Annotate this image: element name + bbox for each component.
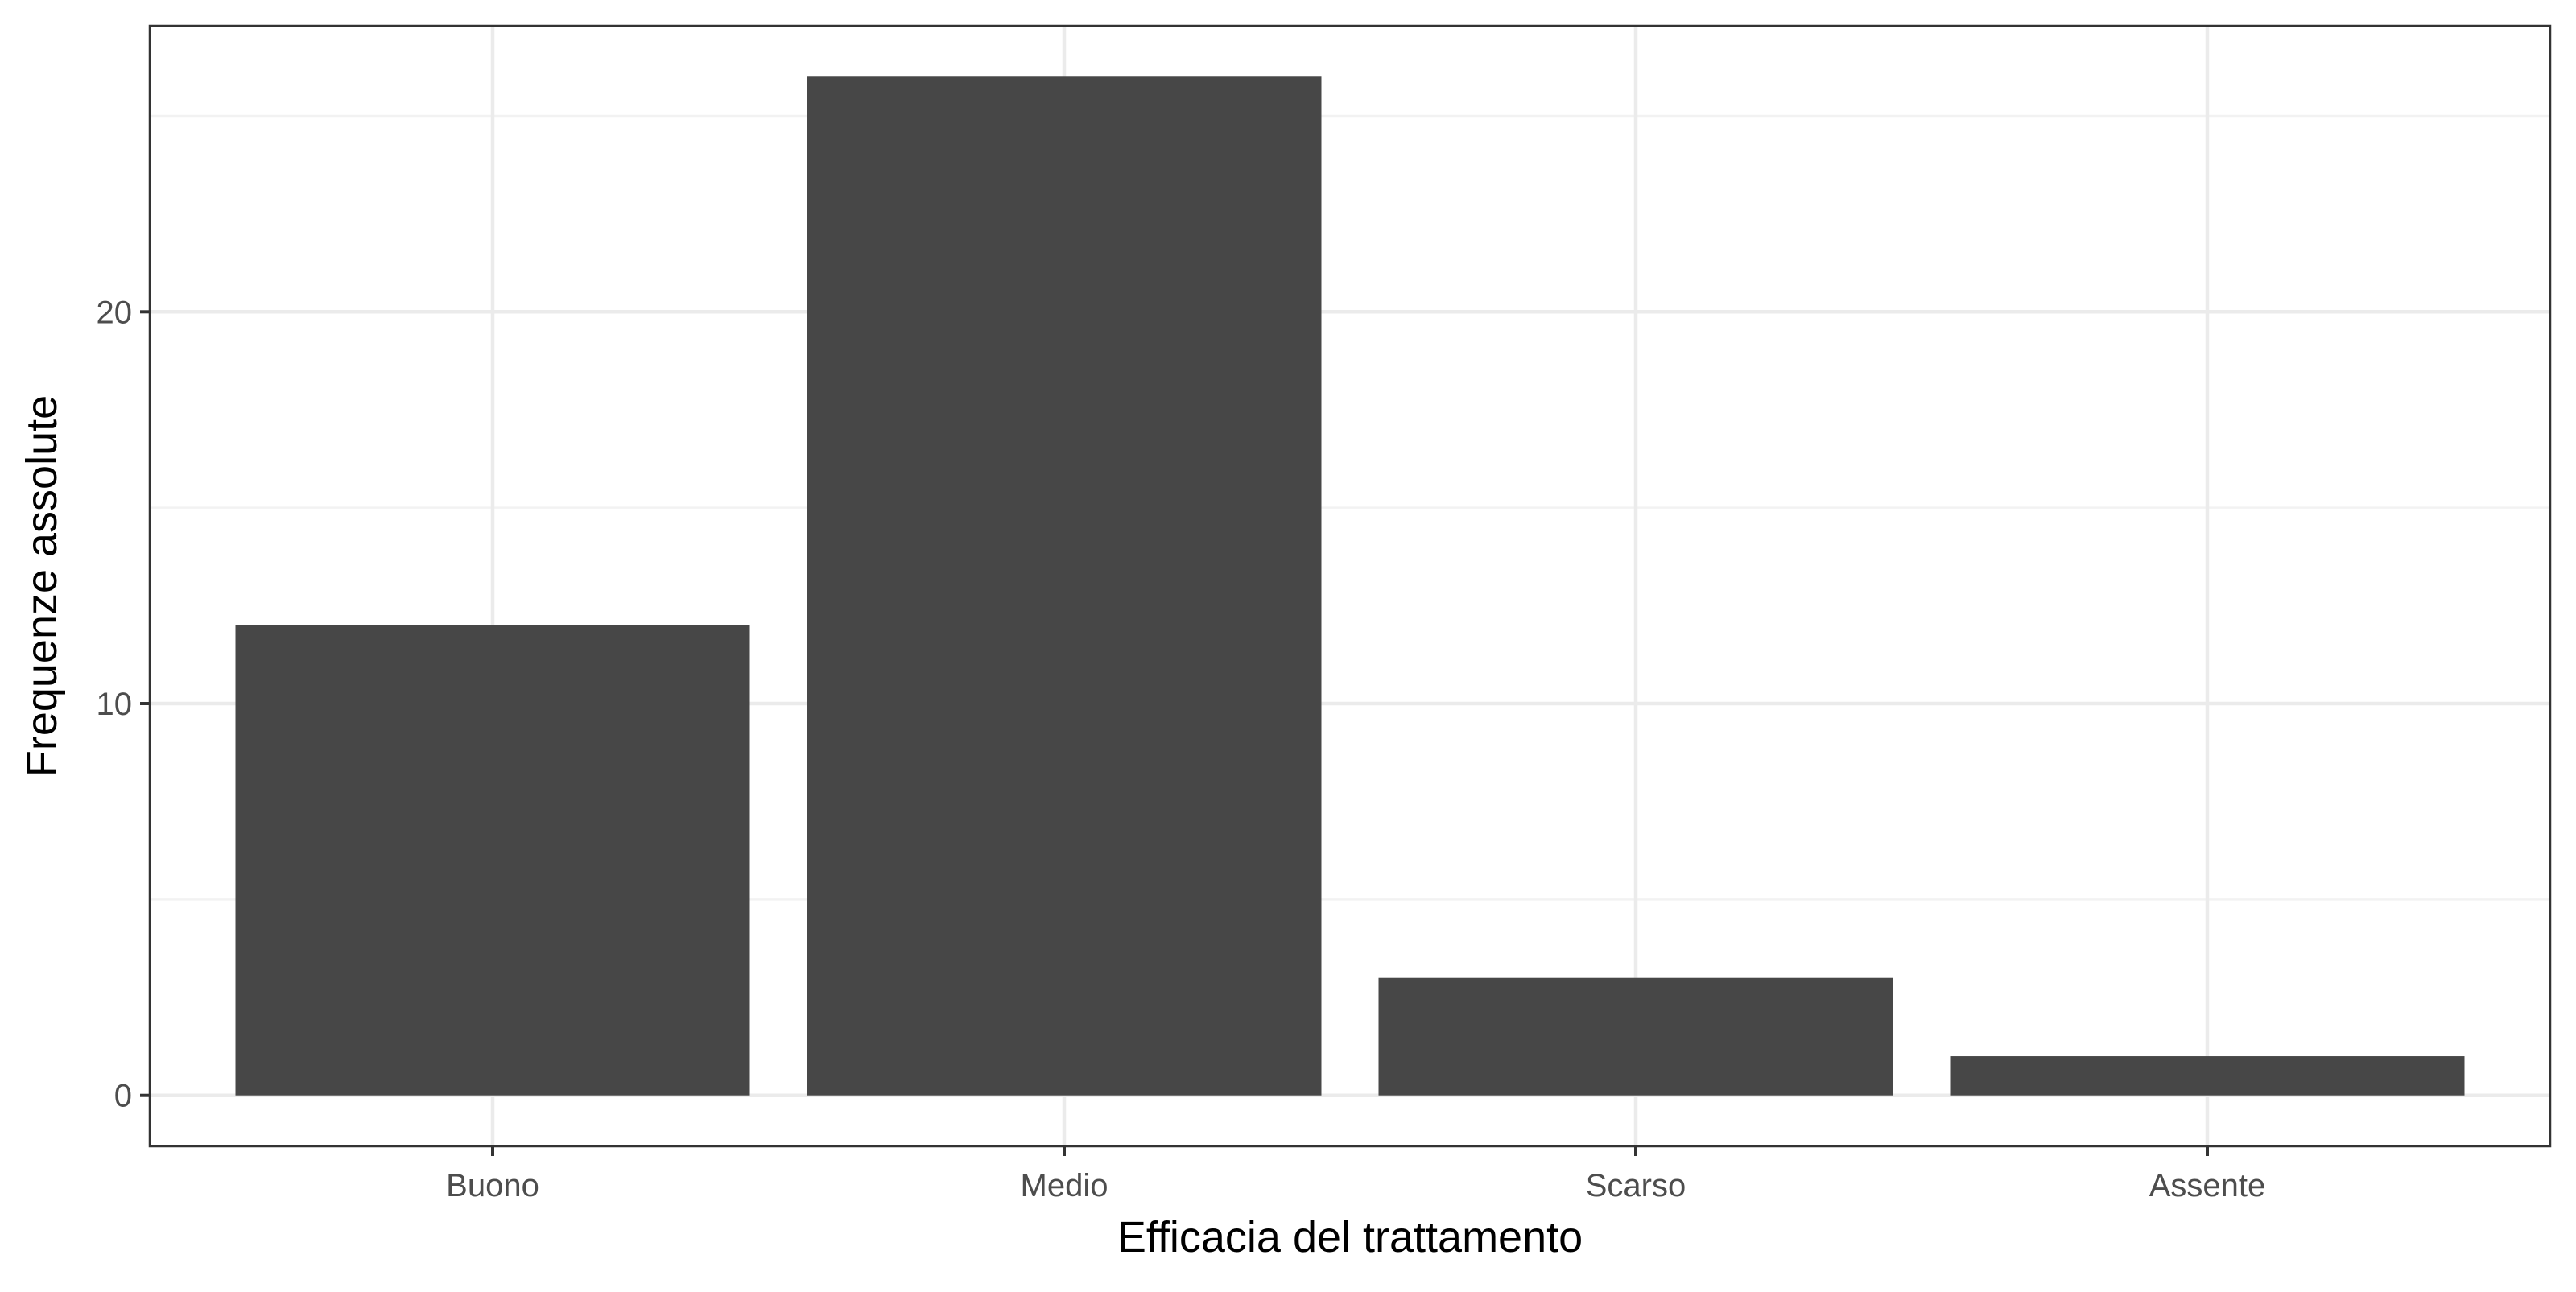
axis-ticks: 0 10 20 Buono Medio Scarso Assente	[97, 295, 2266, 1203]
y-tick-label: 0	[114, 1079, 132, 1114]
x-tick-label-scarso: Scarso	[1586, 1168, 1686, 1203]
bar-medio	[807, 76, 1322, 1096]
bars	[235, 76, 2465, 1096]
bar-scarso	[1378, 977, 1893, 1096]
x-tick-label-medio: Medio	[1021, 1168, 1108, 1203]
bar-buono	[235, 625, 750, 1096]
x-tick-label-assente: Assente	[2149, 1168, 2266, 1203]
y-tick-label: 20	[97, 295, 133, 330]
y-axis-title: Frequenze assolute	[18, 395, 66, 777]
plot-panel-border	[148, 24, 2552, 1148]
x-axis-title: Efficacia del trattamento	[1117, 1213, 1583, 1261]
y-tick-label: 10	[97, 687, 133, 722]
x-tick-label-buono: Buono	[446, 1168, 539, 1203]
bar-assente	[1950, 1056, 2465, 1096]
